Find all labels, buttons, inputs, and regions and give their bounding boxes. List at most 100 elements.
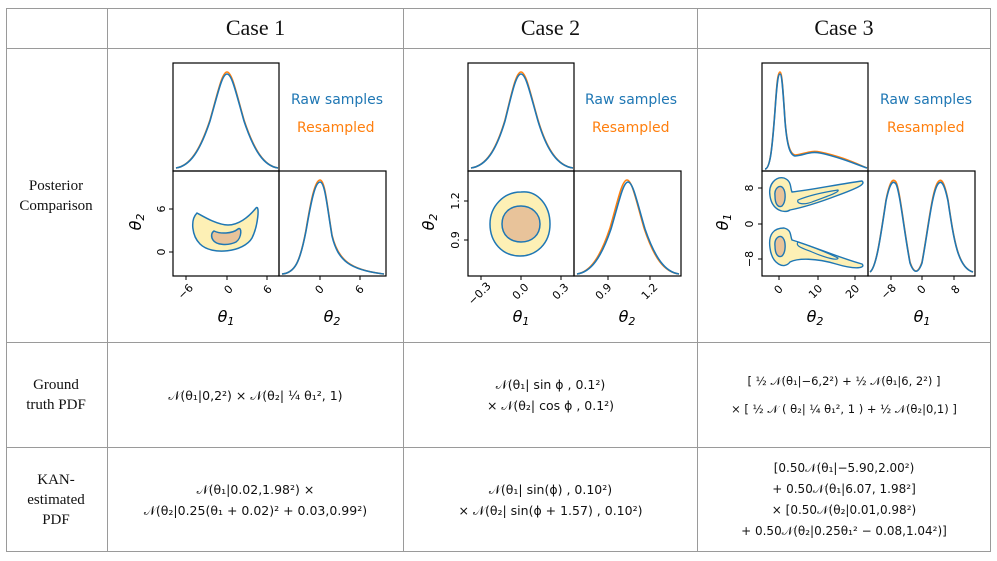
kan-case2-line1: 𝒩(θ₁| sin(ϕ) , 0.10²) xyxy=(488,481,613,497)
case3-ytick-label-8: 8 xyxy=(743,185,756,192)
row-label-kan: KAN-estimated PDF xyxy=(6,448,106,551)
case1-joint-contour-inner xyxy=(210,227,242,246)
case1-xlabel-right: θ2 xyxy=(324,307,341,328)
case2-xlabel-right: θ2 xyxy=(619,307,636,328)
case1-joint-contour-outer xyxy=(192,206,259,252)
case3-xtick-label-10: 10 xyxy=(806,282,825,301)
kan-case1-line2: 𝒩(θ₂|0.25(θ₁ + 0.02)² + 0.03,0.99²) xyxy=(143,502,368,518)
ground-truth-case1-line1: 𝒩(θ₁|0,2²) × 𝒩(θ₂| ¼ θ₁², 1) xyxy=(168,387,343,403)
ground-truth-case3-line2: × [ ½ 𝒩 ( θ₂| ¼ θ₁², 1 ) + ½ 𝒩(θ₂|0,1) ] xyxy=(731,402,957,416)
case1-xtick-label-m6: −6 xyxy=(175,281,196,302)
row-label-ground-line1: Ground xyxy=(33,377,79,393)
case1-marginal-theta1-resampled xyxy=(175,71,279,169)
header-case-1: Case 1 xyxy=(225,15,286,40)
row-label-kan-line3: PDF xyxy=(42,511,70,528)
case3-ytick-label-m8: −8 xyxy=(743,251,756,267)
case3-right-panel xyxy=(867,170,976,277)
case3-joint-contour-upper-band xyxy=(797,189,839,205)
case3-xtick2-label-0: 0 xyxy=(915,283,929,297)
ground-truth-case3-line1: [ ½ 𝒩(θ₁|−6,2²) + ½ 𝒩(θ₁|6, 2²) ] xyxy=(747,374,941,388)
case3-xlabel-left: θ2 xyxy=(807,307,824,328)
kan-case2-line2: × 𝒩(θ₂| sin(ϕ + 1.57) , 0.10²) xyxy=(458,502,643,518)
row-label-ground-line2: truth PDF xyxy=(26,397,86,413)
case3-joint-contour-upper-inner xyxy=(774,185,786,208)
ground-truth-case2-line1: 𝒩(θ₁| sin ϕ , 0.1²) xyxy=(495,377,606,392)
case3-xlabel-right: θ1 xyxy=(914,307,931,328)
case1-marginal-theta2-raw xyxy=(281,181,385,275)
case2-right-panel xyxy=(573,170,682,277)
header-case-3: Case 3 xyxy=(814,15,874,40)
table-border-row2 xyxy=(6,447,991,448)
case3-ylabel: θ1 xyxy=(713,214,734,231)
case1-marginal-theta1-raw xyxy=(175,73,279,169)
table-col-divider-1 xyxy=(107,8,108,552)
case3-xtick2-label-8: 8 xyxy=(949,283,963,297)
case3-xtick-label-0: 0 xyxy=(772,283,786,297)
case1-marginal-theta2-resampled xyxy=(281,179,385,275)
case2-legend-raw: Raw samples xyxy=(585,92,677,108)
case3-xtick-label-20: 20 xyxy=(843,282,862,301)
kan-case1: 𝒩(θ₁|0.02,1.98²) × 𝒩(θ₂|0.25(θ₁ + 0.02)²… xyxy=(108,448,403,551)
case1-top-panel xyxy=(172,62,280,172)
table-border-bottom xyxy=(6,551,991,552)
case2-xlabel-left: θ1 xyxy=(513,307,530,328)
row-label-ground-truth: Ground truth PDF xyxy=(6,343,106,447)
kan-case2: 𝒩(θ₁| sin(ϕ) , 0.10²) × 𝒩(θ₂| sin(ϕ + 1.… xyxy=(404,448,697,551)
case1-right-panel xyxy=(278,170,387,277)
case3-ytick-label-0: 0 xyxy=(743,221,756,228)
case3-xtick2-label-m8: −8 xyxy=(878,281,899,302)
kan-case1-line1: 𝒩(θ₁|0.02,1.98²) × xyxy=(196,481,315,497)
kan-case3-line3: × [0.50𝒩(θ₂|0.01,0.98²) xyxy=(771,502,917,517)
case2-legend-resampled: Resampled xyxy=(592,120,670,136)
ground-truth-case2-line2: × 𝒩(θ₂| cos ϕ , 0.1²) xyxy=(486,398,615,413)
table-border-right xyxy=(990,8,991,552)
case2-xtick-label-0.3: 0.3 xyxy=(550,281,572,303)
table-col-divider-3 xyxy=(697,8,698,552)
case1-xtick-label-0: 0 xyxy=(222,283,236,297)
row-label-posterior-line1: Posterior xyxy=(28,177,84,194)
case3-marginal-theta1-raw xyxy=(869,181,974,273)
ground-truth-case2: 𝒩(θ₁| sin ϕ , 0.1²) × 𝒩(θ₂| cos ϕ , 0.1²… xyxy=(404,343,697,447)
kan-case3-line2: + 0.50𝒩(θ₁|6.07, 1.98²] xyxy=(772,481,916,496)
case3-joint-contour-lower-outer xyxy=(768,227,864,269)
case3-legend-resampled: Resampled xyxy=(887,120,965,136)
case2-top-panel xyxy=(467,62,575,172)
case1-legend-resampled: Resampled xyxy=(297,120,375,136)
ground-truth-case1: 𝒩(θ₁|0,2²) × 𝒩(θ₂| ¼ θ₁², 1) xyxy=(108,343,403,447)
table-col-divider-2 xyxy=(403,8,404,552)
case2-xtick2-label-0.9: 0.9 xyxy=(593,281,615,303)
case1-ytick-label-6: 6 xyxy=(155,206,168,213)
table-border-top xyxy=(6,8,991,9)
case1-corner-plot: Raw samples Resampled 6 0 θ2 −6 0 6 θ1 0… xyxy=(126,62,976,328)
case3-marginal-theta1-resampled xyxy=(869,179,974,273)
case1-joint-panel xyxy=(172,170,280,277)
case2-marginal-theta2-raw xyxy=(576,181,680,275)
case1-xtick2-label-6: 6 xyxy=(353,283,367,297)
case1-xlabel-left: θ1 xyxy=(218,307,235,328)
row-label-posterior-line2: Comparison xyxy=(19,197,93,214)
case2-joint-contour-inner xyxy=(501,205,541,243)
case1-ylabel: θ2 xyxy=(126,214,147,231)
case3-legend-raw: Raw samples xyxy=(880,92,972,108)
case1-legend-raw: Raw samples xyxy=(291,92,383,108)
table-border-row1 xyxy=(6,342,991,343)
case3-joint-contour-lower-inner xyxy=(774,235,786,258)
case3-marginal-theta2-raw xyxy=(764,73,868,170)
case2-ytick-label-1.2: 1.2 xyxy=(449,192,462,210)
case2-ytick-label-0.9: 0.9 xyxy=(449,231,462,249)
case2-marginal-theta1-resampled xyxy=(470,71,574,169)
case2-xtick-label-m0.3: −0.3 xyxy=(466,280,494,308)
kan-case3-line1: [0.50𝒩(θ₁|−5.90,2.00²) xyxy=(773,460,915,475)
case3-joint-contour-lower-band xyxy=(796,241,839,260)
row-label-kan-line1: KAN- xyxy=(37,471,75,488)
case1-ytick-label-0: 0 xyxy=(155,249,168,256)
case2-marginal-theta2-resampled xyxy=(576,179,680,275)
case2-xtick2-label-1.2: 1.2 xyxy=(639,281,661,303)
case2-xtick-label-0.0: 0.0 xyxy=(510,281,532,303)
header-case-2: Case 2 xyxy=(520,15,581,40)
kan-case3-line4: + 0.50𝒩(θ₂|0.25θ₁² − 0.08,1.04²)] xyxy=(741,523,947,538)
row-label-posterior: Posterior Comparison xyxy=(6,49,106,342)
table-border-header xyxy=(6,48,991,49)
case1-xtick-label-6: 6 xyxy=(261,283,275,297)
case2-ylabel: θ2 xyxy=(419,214,440,231)
